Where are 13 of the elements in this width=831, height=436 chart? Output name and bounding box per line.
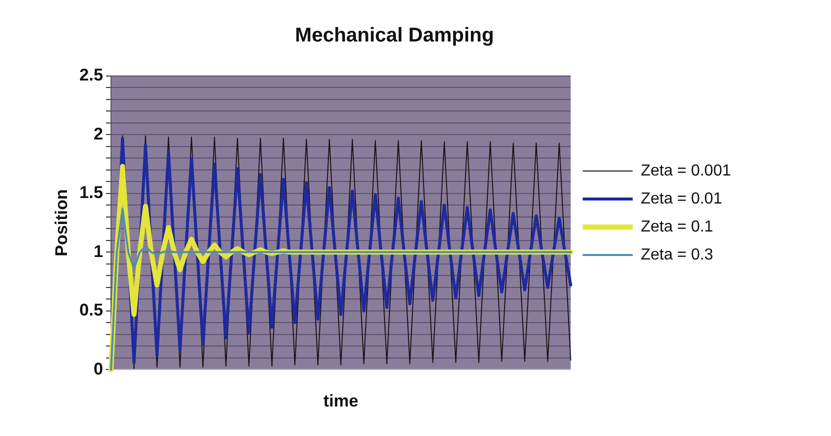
legend-label: Zeta = 0.1 [640, 218, 714, 236]
y-axis-title: Position [52, 189, 71, 256]
y-tick-label: 1.5 [79, 183, 104, 202]
y-tick-label: 2.5 [79, 66, 104, 85]
y-tick-label: 1 [94, 242, 104, 261]
chart-title: Mechanical Damping [295, 24, 494, 47]
legend-label: Zeta = 0.3 [640, 246, 714, 264]
y-tick-label: 0 [94, 359, 104, 378]
y-tick-label: 2 [94, 124, 104, 144]
y-tick-label: 0.5 [79, 300, 104, 320]
legend-label: Zeta = 0.001 [640, 162, 732, 180]
legend-label: Zeta = 0.01 [640, 190, 722, 208]
x-axis-title: time [323, 391, 358, 410]
